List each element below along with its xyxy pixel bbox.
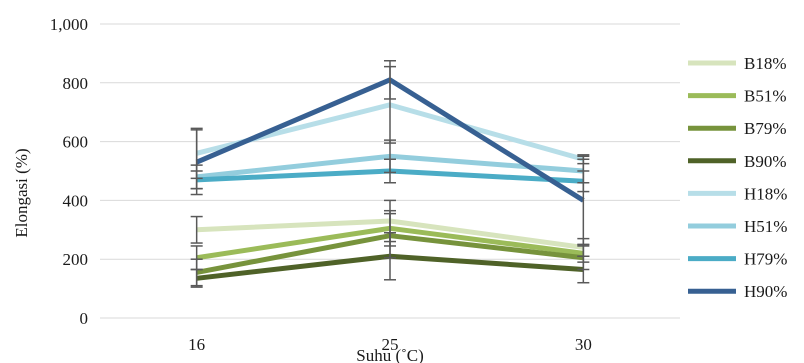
y-tick-label: 200 [63,250,89,269]
x-tick-label: 30 [575,335,592,354]
legend: B18% B51% B79% B90% H18% H51% H79% H90% [688,54,787,301]
x-tick-label: 16 [188,335,205,354]
x-tick-label: 25 [382,335,399,354]
legend-item-h51: H51% [688,217,787,236]
legend-item-h79: H79% [688,250,787,269]
y-axis-title: Elongasi (%) [12,148,31,237]
legend-label: B79% [744,119,787,138]
legend-item-h90: H90% [688,282,787,301]
legend-label: H90% [744,282,787,301]
y-tick-label: 1,000 [50,15,88,34]
legend-label: B18% [744,54,787,73]
legend-label: H79% [744,250,787,269]
x-axis-title: Suhu (˚C) [356,346,424,363]
y-tick-label: 800 [63,74,89,93]
legend-item-b18: B18% [688,54,787,73]
legend-label: H18% [744,184,787,203]
y-tick-label: 0 [80,309,89,328]
error-bars [190,60,590,288]
y-tick-label: 600 [63,133,89,152]
x-axis-ticks: 16 25 30 [188,335,592,354]
legend-label: H51% [744,217,787,236]
legend-item-b79: B79% [688,119,787,138]
y-axis-ticks: 0 200 400 600 800 1,000 [50,15,88,328]
legend-item-b90: B90% [688,152,787,171]
y-tick-label: 400 [63,191,89,210]
legend-item-h18: H18% [688,184,787,203]
legend-label: B90% [744,152,787,171]
legend-label: B51% [744,87,787,106]
legend-item-b51: B51% [688,87,787,106]
